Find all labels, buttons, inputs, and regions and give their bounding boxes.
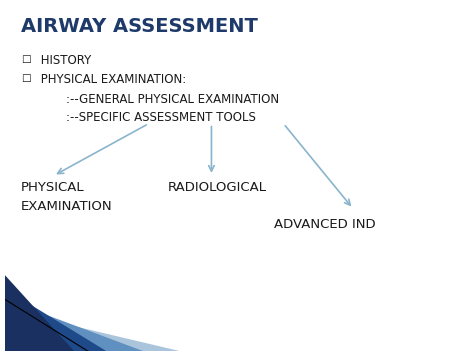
Text: □: □ [21, 54, 31, 64]
Text: PHYSICAL EXAMINATION:: PHYSICAL EXAMINATION: [37, 73, 186, 86]
Text: :--GENERAL PHYSICAL EXAMINATION: :--GENERAL PHYSICAL EXAMINATION [21, 93, 279, 106]
Text: □: □ [21, 73, 31, 83]
Text: :--SPECIFIC ASSESSMENT TOOLS: :--SPECIFIC ASSESSMENT TOOLS [21, 111, 256, 124]
Text: PHYSICAL: PHYSICAL [21, 181, 85, 194]
Polygon shape [5, 299, 144, 351]
Text: EXAMINATION: EXAMINATION [21, 200, 113, 213]
Text: ADVANCED IND: ADVANCED IND [274, 218, 376, 230]
Text: RADIOLOGICAL: RADIOLOGICAL [167, 181, 266, 194]
Polygon shape [5, 310, 181, 351]
Text: HISTORY: HISTORY [37, 54, 91, 67]
Polygon shape [5, 275, 74, 351]
Polygon shape [5, 289, 107, 351]
Text: AIRWAY ASSESSMENT: AIRWAY ASSESSMENT [21, 17, 258, 37]
